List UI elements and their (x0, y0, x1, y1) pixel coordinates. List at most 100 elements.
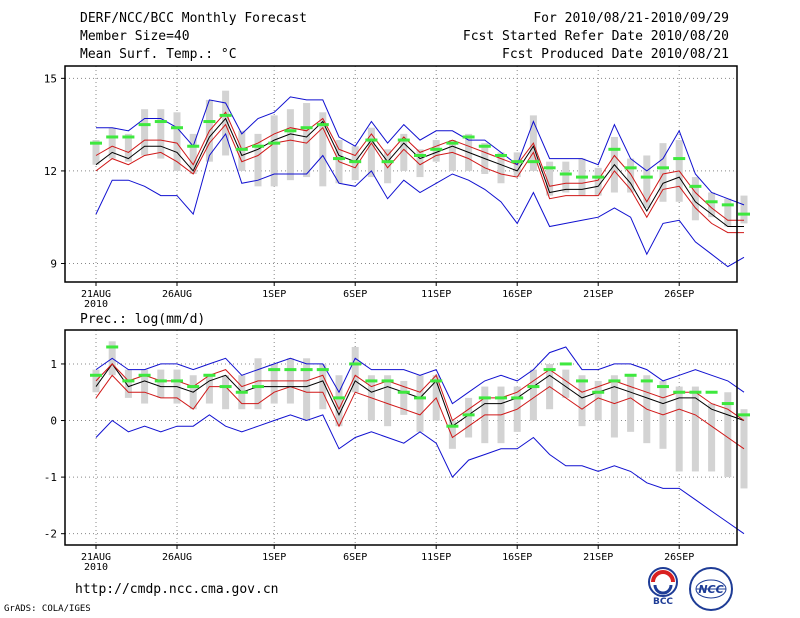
climatology-mark (495, 396, 507, 400)
forecast-period: For 2010/08/21-2010/09/29 (533, 11, 729, 26)
climatology-mark (527, 385, 540, 389)
spread-box (627, 375, 635, 432)
x-tick-label: 16SEP (502, 289, 532, 300)
spread-box (659, 143, 667, 202)
climatology-mark (284, 368, 297, 372)
y-tick-label: 12 (44, 165, 57, 178)
climatology-mark (624, 166, 637, 170)
x-tick-label: 6SEP (343, 289, 367, 300)
climatology-mark (592, 390, 605, 394)
climatology-mark (511, 396, 524, 400)
spread-box (497, 152, 505, 184)
y-tick-label: -2 (44, 528, 57, 541)
climatology-mark (462, 135, 475, 139)
spread-box (384, 375, 392, 427)
climatology-mark (689, 184, 702, 188)
x-tick-label: 21AUG (81, 289, 111, 300)
climatology-mark (381, 160, 394, 164)
climatology-mark (333, 396, 345, 400)
spread-box (529, 369, 537, 421)
series-line-p-high (95, 363, 745, 422)
spread-box (222, 90, 230, 156)
climatology-mark (365, 138, 378, 142)
series-line-p-high (95, 111, 744, 221)
climatology-mark (138, 373, 151, 377)
climatology-mark (689, 390, 702, 394)
series-line-mean (95, 117, 744, 227)
climatology-mark (122, 135, 135, 139)
series-line-max-envelope (96, 96, 745, 206)
spread-box (303, 103, 311, 178)
y-tick-label: -1 (44, 471, 57, 484)
climatology-mark (235, 390, 248, 394)
x-tick-year: 2010 (84, 299, 108, 310)
spread-box (351, 346, 359, 393)
series-line-p-low (95, 374, 745, 450)
x-tick-year: 2010 (84, 562, 108, 573)
spread-box (708, 403, 716, 472)
climatology-mark (738, 413, 750, 417)
spread-box (627, 158, 635, 193)
spread-box (254, 358, 262, 410)
spread-box (594, 380, 602, 421)
spread-box (578, 375, 586, 427)
spread-box (92, 140, 100, 165)
spread-box (416, 149, 424, 178)
spread-box (108, 127, 116, 159)
climatology-mark (640, 379, 653, 383)
spread-box (205, 375, 213, 404)
climatology-mark (316, 368, 329, 372)
climatology-mark (219, 385, 232, 389)
spread-box (740, 195, 748, 224)
climatology-mark (154, 120, 167, 124)
spread-box (610, 375, 618, 438)
x-tick-label: 11SEP (421, 552, 451, 563)
climatology-mark (673, 157, 686, 161)
x-tick-label: 16SEP (502, 552, 532, 563)
x-tick-label: 21SEP (583, 289, 613, 300)
climatology-mark (624, 373, 637, 377)
climatology-mark (171, 379, 183, 383)
footer-url[interactable]: http://cmdp.ncc.cma.gov.cn (75, 582, 279, 597)
x-tick-label: 26AUG (162, 552, 192, 563)
spread-box (724, 392, 732, 478)
spread-box (400, 380, 408, 415)
climatology-mark (219, 113, 232, 117)
climatology-mark (543, 166, 556, 170)
spread-box (708, 192, 716, 218)
spread-box (691, 386, 699, 472)
chart-title: DERF/NCC/BCC Monthly Forecast (80, 11, 307, 26)
climatology-mark (430, 147, 443, 151)
climatology-mark (187, 385, 200, 389)
climatology-mark (300, 368, 313, 372)
climatology-mark (252, 144, 264, 148)
ncc-logo: NCC (689, 567, 733, 611)
climatology-mark (478, 144, 491, 148)
x-tick-label: 26SEP (664, 289, 694, 300)
x-tick-label: 11SEP (421, 289, 451, 300)
x-tick-label: 21AUG (81, 552, 111, 563)
climatology-mark (235, 147, 248, 151)
series-line-max-envelope (95, 346, 745, 405)
spread-box (319, 112, 327, 187)
x-tick-label: 6SEP (343, 552, 367, 563)
spread-box (270, 115, 278, 187)
climatology-mark (397, 138, 410, 142)
climatology-mark (511, 160, 524, 164)
spread-box (448, 140, 456, 171)
climatology-mark (446, 424, 459, 428)
climatology-mark (478, 396, 491, 400)
plot-frame (64, 329, 738, 546)
climatology-mark (203, 373, 216, 377)
spread-box (335, 375, 343, 427)
spread-box (384, 149, 392, 184)
climatology-mark (721, 203, 734, 207)
climatology-mark (559, 362, 572, 366)
spread-box (740, 409, 748, 489)
spread-box (124, 369, 132, 398)
climatology-mark (284, 129, 297, 133)
climatology-mark (705, 390, 718, 394)
climatology-mark (187, 144, 200, 148)
header-right: For 2010/08/21-2010/09/29 Fcst Started R… (463, 10, 729, 64)
series-line-min-envelope (95, 414, 745, 535)
